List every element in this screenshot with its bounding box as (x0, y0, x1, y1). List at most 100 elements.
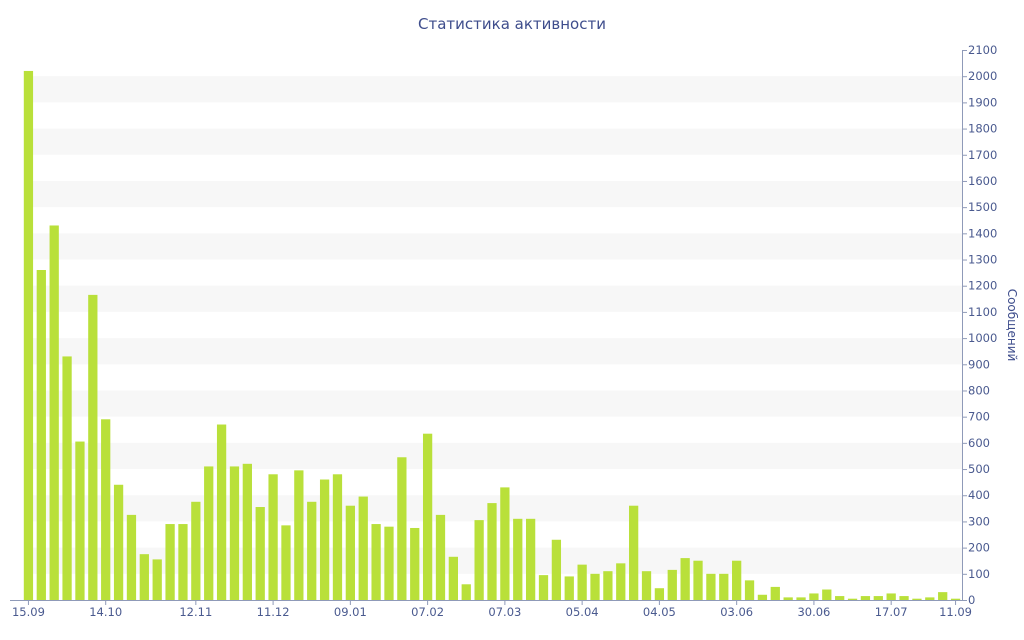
bar (461, 584, 471, 600)
y-tick-label: 300 (968, 514, 990, 528)
bar (216, 424, 227, 600)
bar (732, 560, 742, 600)
y-axis-label: Сообщений (1005, 289, 1019, 362)
bar (422, 433, 433, 600)
bar (654, 588, 665, 600)
x-tick-label: 11.12 (257, 605, 290, 619)
grid-band (32, 76, 962, 103)
y-tick-label: 1900 (968, 95, 997, 109)
bar (281, 525, 291, 600)
bar (36, 270, 46, 600)
y-tick-label: 600 (968, 436, 990, 450)
bar (358, 496, 368, 600)
bar (191, 501, 201, 600)
bar (899, 596, 909, 600)
y-tick-label: 1800 (968, 122, 997, 136)
bar (886, 593, 896, 600)
bar (925, 597, 935, 600)
x-tick-label: 07.03 (488, 605, 521, 619)
grid-band (32, 390, 962, 417)
bar (873, 596, 883, 600)
y-tick-label: 0 (968, 593, 975, 607)
bar (319, 479, 330, 600)
bar (307, 501, 317, 600)
bar (783, 597, 793, 600)
chart-title: Статистика активности (418, 15, 606, 33)
x-axis-ticks: 15.09 14.10 12.11 11.12 09.01 07.02 07.03 05.04… (12, 600, 972, 619)
bar (255, 507, 265, 600)
bar (525, 518, 536, 600)
y-tick-label: 1100 (968, 305, 997, 319)
bar (448, 556, 458, 600)
x-tick-label: 12.11 (179, 605, 212, 619)
bar (101, 419, 111, 600)
bar (616, 563, 626, 600)
bar (538, 575, 549, 600)
bar (384, 526, 394, 600)
bar (641, 571, 652, 600)
y-tick-label: 1000 (968, 331, 997, 345)
bar (680, 558, 690, 600)
grid-band (32, 495, 962, 522)
bar (667, 569, 677, 600)
bar (835, 596, 845, 600)
bar (88, 294, 98, 600)
grid-band (32, 233, 962, 260)
y-tick-label: 1400 (968, 226, 997, 240)
bar (603, 571, 613, 600)
bar (693, 560, 703, 600)
y-tick-label: 700 (968, 410, 990, 424)
bar (345, 505, 355, 600)
x-tick-label: 04.05 (643, 605, 676, 619)
x-tick-label: 05.04 (566, 605, 599, 619)
x-tick-label: 09.01 (334, 605, 367, 619)
bar (564, 576, 574, 600)
bar (435, 514, 446, 600)
bar (23, 70, 34, 600)
x-tick-label: 14.10 (89, 605, 122, 619)
bar (113, 484, 124, 600)
bar (744, 580, 755, 600)
x-tick-label: 17.07 (875, 605, 908, 619)
bar (397, 457, 407, 600)
y-tick-label: 200 (968, 541, 990, 555)
y-tick-label: 500 (968, 462, 990, 476)
x-tick-label: 15.09 (12, 605, 45, 619)
y-tick-label: 2100 (968, 43, 997, 57)
bar (938, 592, 948, 600)
y-tick-label: 1300 (968, 253, 997, 267)
grid-bands (32, 76, 962, 574)
bar (513, 518, 523, 600)
bar (500, 487, 510, 600)
x-tick-label: 11.09 (939, 605, 972, 619)
bar (178, 524, 188, 600)
grid-band (32, 128, 962, 155)
y-tick-label: 800 (968, 383, 990, 397)
bar (590, 573, 600, 600)
bar (139, 554, 149, 600)
bar (809, 593, 819, 600)
bar (860, 596, 871, 600)
bar (577, 564, 587, 600)
bar (847, 598, 858, 600)
bar (152, 559, 162, 600)
y-tick-label: 100 (968, 567, 990, 581)
y-axis-ticks: 0 100 200 300 400 500 600 700 800 900 1000 1100 1200… (962, 43, 997, 607)
x-tick-label: 30.06 (797, 605, 830, 619)
bar (551, 539, 562, 600)
bar (629, 505, 639, 600)
grid-band (32, 338, 962, 365)
axes (10, 50, 963, 601)
y-tick-label: 1700 (968, 148, 997, 162)
bar (950, 598, 961, 600)
bar (229, 466, 240, 600)
bar (757, 594, 768, 600)
bar (474, 520, 484, 600)
y-tick-label: 2000 (968, 69, 997, 83)
y-tick-label: 1600 (968, 174, 997, 188)
bar (912, 598, 922, 600)
bar (822, 589, 832, 600)
bar (796, 597, 806, 600)
bar (204, 466, 214, 600)
